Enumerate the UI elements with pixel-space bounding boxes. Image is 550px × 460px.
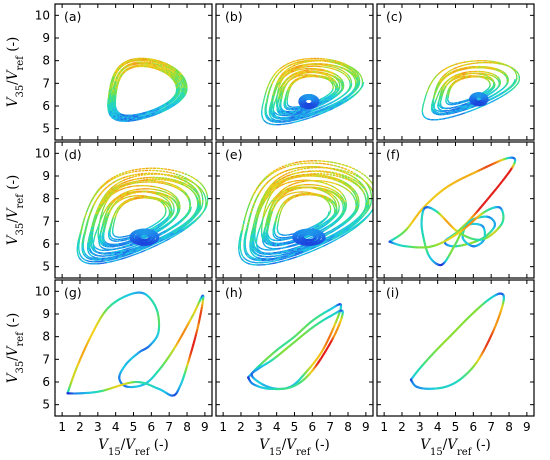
- y-tick-label: 7: [42, 76, 50, 90]
- trajectory-2: [261, 57, 365, 126]
- y-tick-label: 5: [42, 122, 50, 136]
- trajectory-3: [421, 60, 521, 121]
- panel-a: 5 6 7 8 9 10 (a): [35, 3, 213, 141]
- trajectory-1: [107, 57, 188, 122]
- panel-b: (b): [215, 3, 374, 141]
- trajectory-segment: [361, 81, 365, 87]
- panel-c: (c): [376, 3, 535, 141]
- y-tick-label: 10: [35, 8, 50, 22]
- panel-label: (b): [225, 9, 243, 24]
- y-tick-label: 9: [42, 31, 50, 45]
- y-tick-label: 6: [42, 99, 50, 113]
- y-tick-label: 8: [42, 54, 50, 68]
- panel-label: (a): [64, 9, 81, 24]
